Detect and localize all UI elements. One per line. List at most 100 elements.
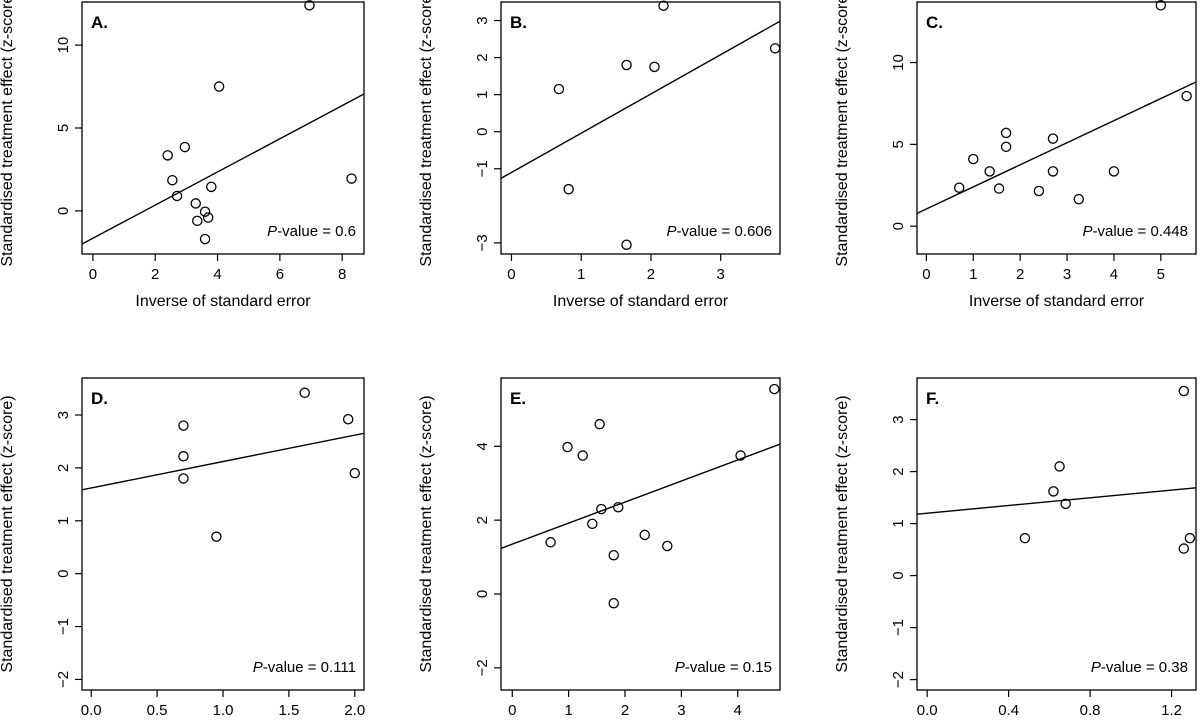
x-tick-label: 0.0 [81, 702, 102, 719]
x-tick-label: 0.5 [147, 702, 168, 719]
x-tick-label: 2 [621, 702, 629, 719]
x-axis: 0 2 4 6 8 [89, 254, 346, 283]
data-point [993, 183, 1005, 194]
x-tick-label: 0.4 [998, 702, 1019, 719]
x-tick-label: 4 [1110, 266, 1118, 283]
data-point [968, 153, 979, 165]
y-tick-label: 1 [890, 519, 907, 527]
data-points [953, 0, 1192, 205]
y-tick-label: −1 [890, 619, 907, 636]
panel-label: E. [510, 389, 526, 408]
p-value-annotation: P-value = 0.606 [666, 223, 772, 240]
data-point [1178, 543, 1190, 554]
data-point [162, 150, 173, 161]
regression-line [501, 443, 780, 550]
x-tick-label: 0 [89, 266, 97, 283]
x-tick-label: 4 [213, 266, 221, 283]
x-tick-label: 0 [507, 266, 515, 283]
data-point [1073, 193, 1085, 205]
p-value-text: -value = 0.6 [277, 223, 356, 240]
data-point [199, 206, 211, 217]
p-value-annotation: P-value = 0.6 [267, 223, 356, 240]
x-tick-label: 4 [734, 702, 742, 719]
x-axis-title: Inverse of standard error [553, 293, 729, 310]
y-tick-label: 5 [55, 124, 72, 132]
p-value-symbol: P [1082, 223, 1092, 240]
x-tick-label: 2.0 [344, 702, 365, 719]
data-points [553, 0, 781, 250]
p-value-symbol: P [253, 659, 263, 676]
y-tick-label: −3 [474, 234, 491, 251]
data-point [1060, 498, 1071, 510]
data-point [953, 182, 965, 193]
data-point [179, 141, 191, 153]
data-point [608, 597, 619, 609]
data-point [1047, 166, 1059, 177]
x-tick-label: 0 [508, 702, 516, 719]
data-point [769, 383, 780, 395]
y-tick-label: 1 [474, 90, 491, 98]
panel-a: 0 2 4 6 8 0 5 10 Inverse of standard error Standa… [0, 0, 365, 310]
y-tick-label: 0 [474, 590, 491, 598]
regression-line [917, 81, 1196, 215]
data-point [1108, 166, 1120, 177]
panel-c: 0 1 2 3 4 5 0 5 10 Inverse of standard error Stand… [834, 0, 1197, 310]
data-point [171, 190, 183, 202]
data-point [211, 531, 222, 542]
y-tick-label: 0 [474, 128, 491, 136]
y-tick-label: 10 [55, 37, 72, 54]
data-point [639, 529, 650, 541]
data-point [1181, 90, 1192, 102]
data-point [612, 501, 624, 513]
data-point [178, 420, 189, 431]
y-axis: −2 −1 0 1 2 3 [890, 415, 917, 688]
p-value-symbol: P [675, 659, 685, 676]
y-tick-label: 0 [890, 222, 907, 230]
x-axis: 0 1 2 3 4 [508, 690, 742, 719]
y-tick-label: −1 [474, 160, 491, 177]
data-point [562, 441, 573, 453]
x-tick-label: 1 [564, 702, 572, 719]
p-value-text: -value = 0.448 [1093, 223, 1189, 240]
data-point [608, 549, 619, 561]
p-value-text: -value = 0.606 [677, 223, 773, 240]
x-tick-label: 1.2 [1161, 702, 1182, 719]
p-value-symbol: P [666, 223, 676, 240]
y-axis-title: Standardised treatment effect (z-score) [0, 395, 16, 672]
x-tick-label: 8 [338, 266, 346, 283]
y-tick-label: 2 [55, 464, 72, 472]
y-tick-label: 1 [55, 517, 72, 525]
data-point [1155, 0, 1167, 11]
data-point [213, 81, 225, 92]
y-axis-title: Standardised treatment effect (z-score) [418, 395, 435, 672]
data-point [658, 0, 669, 11]
data-points [545, 383, 780, 609]
panel-label: D. [91, 389, 108, 408]
data-point [1047, 133, 1059, 144]
plot-frame [916, 377, 1197, 691]
y-axis-title: Standardised treatment effect (z-score) [834, 395, 851, 672]
data-point [596, 503, 607, 515]
data-point [1033, 185, 1045, 197]
plot-frame [500, 1, 781, 255]
data-point [621, 59, 632, 71]
x-tick-label: 0 [922, 266, 930, 283]
y-tick-label: −2 [55, 671, 72, 688]
data-point [1054, 461, 1065, 472]
y-tick-label: 0 [55, 569, 72, 577]
y-tick-label: 3 [474, 16, 491, 24]
data-point [563, 183, 574, 195]
y-axis: −2 −1 0 1 2 3 [55, 411, 82, 688]
panel-label: F. [926, 389, 939, 408]
x-tick-label: 0.8 [1080, 702, 1101, 719]
x-axis-title: Inverse of standard error [969, 293, 1145, 310]
x-tick-label: 1.0 [213, 702, 234, 719]
y-axis: −2 0 2 4 [474, 442, 501, 676]
p-value-annotation: P-value = 0.448 [1082, 223, 1188, 240]
p-value-symbol: P [267, 223, 277, 240]
panel-label: B. [510, 13, 527, 32]
data-points [162, 0, 357, 245]
data-point [621, 239, 632, 250]
